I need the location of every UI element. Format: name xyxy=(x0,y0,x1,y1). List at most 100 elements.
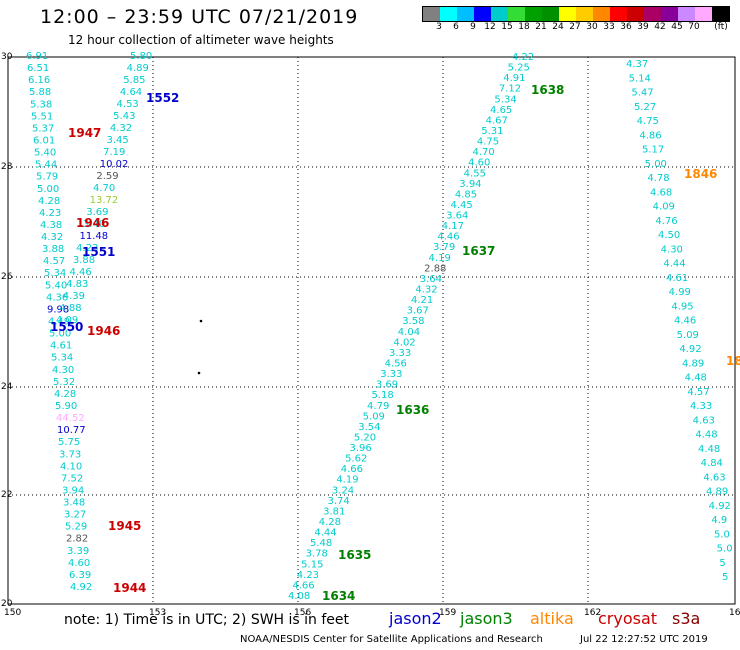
track-value-left-b: 4.09 xyxy=(56,315,78,326)
color-swatch xyxy=(695,7,712,21)
color-scale-tick: 70 xyxy=(688,22,700,32)
track-value-mid: 4.55 xyxy=(464,168,486,179)
track-value-left: 4.57 xyxy=(43,256,65,267)
track-value-left: 7.52 xyxy=(61,473,83,484)
color-swatch xyxy=(593,7,610,21)
track-value-left-b: 4.53 xyxy=(117,99,139,110)
track-value-left: 5.40 xyxy=(34,148,56,159)
track-value-left: 6.39 xyxy=(69,570,91,581)
track-value-left-b: 10.02 xyxy=(100,159,129,170)
legend-altika: altika xyxy=(530,609,574,628)
color-scale-tick: 33 xyxy=(603,22,615,32)
color-scale-tick: 18 xyxy=(518,22,530,32)
pass-time-label: 1636 xyxy=(396,403,429,417)
track-value-left-b: 4.64 xyxy=(120,87,142,98)
pass-time-label: 1945 xyxy=(108,519,141,533)
track-value-mid: 3.33 xyxy=(380,369,402,380)
track-value-mid: 4.44 xyxy=(314,528,336,539)
color-scale-tick: 24 xyxy=(552,22,564,32)
legend-jason2: jason2 xyxy=(389,609,442,628)
track-value-left: 4.92 xyxy=(70,582,92,593)
legend-s3a: s3a xyxy=(672,609,701,628)
track-value-mid: 7.12 xyxy=(499,84,521,95)
track-value-mid: 3.67 xyxy=(407,306,429,317)
track-value-left: 5.32 xyxy=(53,377,75,388)
track-value-mid: 4.02 xyxy=(393,337,415,348)
color-swatch xyxy=(644,7,661,21)
track-value-right: 4.86 xyxy=(639,130,661,141)
color-swatch xyxy=(440,7,457,21)
track-value-right: 4.48 xyxy=(698,444,720,455)
color-swatch xyxy=(576,7,593,21)
track-value-right: 5 xyxy=(719,558,725,569)
track-value-left: 44.52 xyxy=(56,413,85,424)
track-value-mid: 4.04 xyxy=(398,327,420,338)
pass-time-label: 1551 xyxy=(82,245,115,259)
track-value-right: 5.47 xyxy=(631,88,653,99)
track-value-right: 4.57 xyxy=(687,387,709,398)
track-value-mid: 5.31 xyxy=(481,126,503,137)
color-swatch xyxy=(712,7,729,21)
track-value-left: 5.34 xyxy=(51,353,73,364)
color-scale-tick: 39 xyxy=(637,22,649,32)
track-value-mid: 3.81 xyxy=(323,506,345,517)
track-value-mid: 4.66 xyxy=(292,580,314,591)
track-value-mid: 5.34 xyxy=(494,94,516,105)
latitude-label: 22 xyxy=(1,490,12,500)
track-value-left: 10.77 xyxy=(57,425,86,436)
track-value-mid: 4.66 xyxy=(341,464,363,475)
pass-time-label: 1947 xyxy=(68,126,101,140)
track-value-mid: 5.18 xyxy=(371,390,393,401)
color-swatch xyxy=(542,7,559,21)
track-value-left-b: 11.48 xyxy=(80,231,109,242)
color-swatch xyxy=(474,7,491,21)
track-value-mid: 4.22 xyxy=(512,52,534,63)
color-scale-tick: 12 xyxy=(484,22,496,32)
track-value-left: 3.73 xyxy=(59,449,81,460)
color-swatch xyxy=(457,7,474,21)
track-value-left: 5.90 xyxy=(55,401,77,412)
track-value-mid: 4.45 xyxy=(451,200,473,211)
track-value-right: 5.0 xyxy=(717,544,733,555)
track-value-mid: 3.74 xyxy=(328,496,350,507)
longitude-label: 156 xyxy=(294,608,311,618)
track-value-left: 5.88 xyxy=(29,87,51,98)
track-value-mid: 4.17 xyxy=(442,221,464,232)
track-value-left: 5.34 xyxy=(44,268,66,279)
track-value-left: 5.44 xyxy=(35,160,57,171)
pass-time-label: 1634 xyxy=(322,589,355,603)
track-value-mid: 4.19 xyxy=(429,253,451,264)
track-value-mid: 5.25 xyxy=(508,63,530,74)
track-value-left: 4.28 xyxy=(54,389,76,400)
latitude-label: 28 xyxy=(1,162,13,172)
color-swatch xyxy=(508,7,525,21)
track-value-right: 4.63 xyxy=(693,415,715,426)
track-value-left-b: 4.32 xyxy=(110,123,132,134)
color-swatch xyxy=(559,7,576,21)
track-value-mid: 4.19 xyxy=(336,475,358,486)
track-value-mid: 2.88 xyxy=(424,263,446,274)
track-value-right: 5.09 xyxy=(677,330,699,341)
track-value-mid: 4.28 xyxy=(319,517,341,528)
generated-timestamp: Jul 22 12:27:52 UTC 2019 xyxy=(580,634,708,645)
track-value-mid: 3.33 xyxy=(389,348,411,359)
track-value-mid: 5.15 xyxy=(301,559,323,570)
track-value-left: 3.27 xyxy=(64,510,86,521)
track-value-left: 4.10 xyxy=(60,461,82,472)
track-value-mid: 4.70 xyxy=(472,147,494,158)
pass-time-label: 1552 xyxy=(146,91,179,105)
track-value-right: 4.09 xyxy=(653,202,675,213)
track-value-left-b: 4.70 xyxy=(93,183,115,194)
track-value-left: 5.75 xyxy=(58,437,80,448)
track-value-mid: 4.91 xyxy=(503,73,525,84)
track-value-left: 4.60 xyxy=(68,558,90,569)
track-value-left: 5.37 xyxy=(32,123,54,134)
track-value-right: 4.33 xyxy=(690,401,712,412)
track-value-left: 5.29 xyxy=(65,522,87,533)
track-value-mid: 4.23 xyxy=(297,570,319,581)
track-value-right: 4.30 xyxy=(661,244,683,255)
track-value-left: 4.32 xyxy=(41,232,63,243)
track-value-left: 6.91 xyxy=(26,51,48,62)
track-value-mid: 4.67 xyxy=(486,115,508,126)
color-scale-tick: 6 xyxy=(453,22,459,32)
